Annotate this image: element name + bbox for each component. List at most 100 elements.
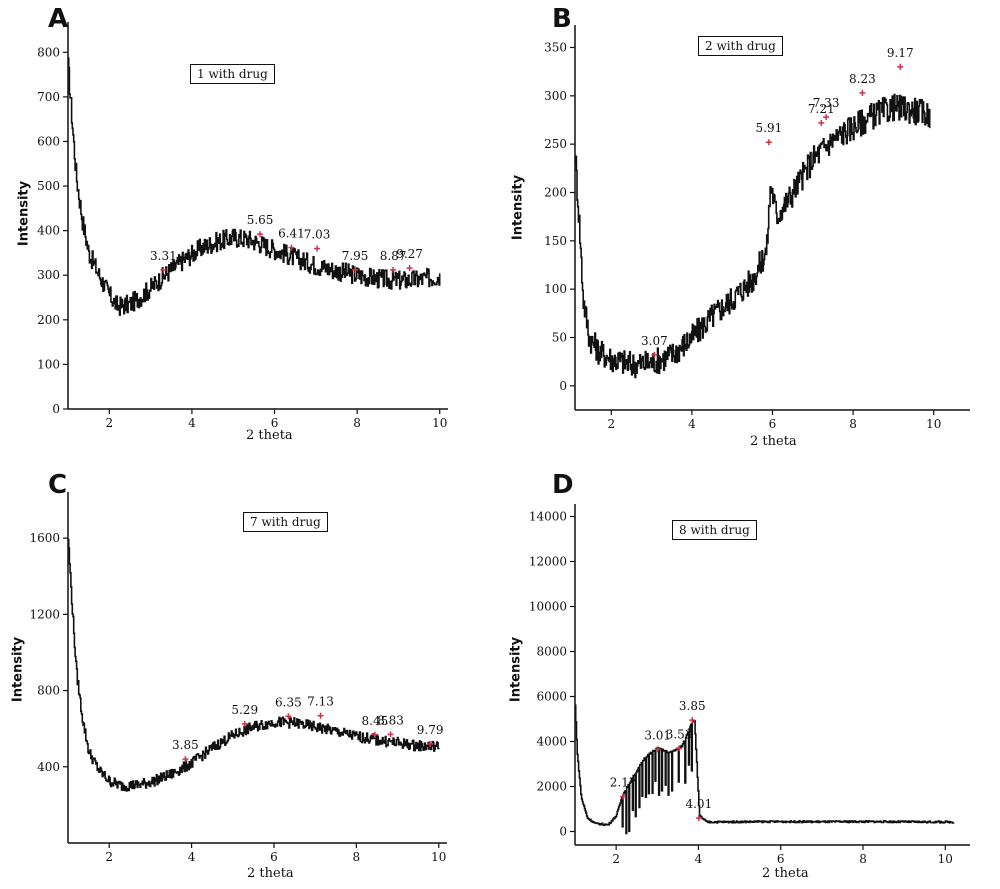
peak-label: 7.33 bbox=[813, 96, 840, 110]
peak-label: 3.85 bbox=[679, 699, 706, 713]
peak-label: 3.07 bbox=[641, 334, 668, 348]
data-trace bbox=[574, 93, 931, 379]
peak-label: 3.85 bbox=[172, 738, 199, 752]
y-tick-label: 250 bbox=[544, 137, 567, 151]
y-axis-title: Intensity bbox=[508, 636, 524, 703]
peak-label: 6.41 bbox=[278, 227, 305, 241]
data-trace bbox=[67, 538, 440, 792]
panel-a: A 2 4 6 8 10 0 100 200 300 400 500 600 700 800 3.31 5.6… bbox=[0, 0, 500, 450]
xrd-plot: 2 4 6 8 100501001502002503003503.075.917.217… bbox=[544, 25, 970, 431]
y-tick-label: 1600 bbox=[29, 531, 60, 545]
panel-letter: B bbox=[552, 4, 572, 34]
y-tick-label: 600 bbox=[37, 134, 60, 148]
panel-c: C 2 4 6 8 10 400 800 1200 1600 3.85 5.29 6.35 7.13 8.… bbox=[0, 450, 500, 889]
x-tick-label: 6 bbox=[777, 852, 785, 866]
y-tick-label: 500 bbox=[37, 179, 60, 193]
peak-label: 5.65 bbox=[247, 213, 274, 227]
y-tick-label: 10000 bbox=[529, 600, 567, 614]
x-tick-label: 6 bbox=[271, 416, 279, 430]
y-tick-label: 100 bbox=[544, 282, 567, 296]
xrd-plot: 2 4 6 8 10 400 800 1200 1600 3.85 5.29 6.35 7.13 8.45… bbox=[29, 492, 447, 864]
x-tick-label: 4 bbox=[188, 416, 196, 430]
peak-label: 8.87 bbox=[380, 249, 407, 263]
y-tick-label: 0 bbox=[559, 825, 567, 839]
y-tick-label: 12000 bbox=[529, 555, 567, 569]
peak-label: 6.35 bbox=[275, 695, 302, 709]
panel-letter: C bbox=[48, 470, 68, 500]
peak-label: 5.91 bbox=[756, 121, 783, 135]
peak-label: 9.79 bbox=[417, 723, 444, 737]
x-tick-label: 8 bbox=[353, 850, 361, 864]
y-tick-label: 0 bbox=[559, 379, 567, 393]
x-axis-title: 2 theta bbox=[246, 428, 293, 443]
y-axis-title: Intensity bbox=[10, 636, 26, 703]
y-tick-label: 300 bbox=[544, 89, 567, 103]
peak-label: 2.17 bbox=[610, 776, 637, 790]
y-tick-label: 14000 bbox=[529, 510, 567, 524]
peak-label: 4.01 bbox=[685, 797, 712, 811]
y-tick-label: 800 bbox=[37, 45, 60, 59]
y-tick-label: 6000 bbox=[536, 690, 567, 704]
y-tick-label: 2000 bbox=[536, 780, 567, 794]
peak-label: 8.83 bbox=[377, 713, 404, 727]
series-label: 2 with drug bbox=[698, 36, 783, 56]
x-tick-label: 4 bbox=[695, 852, 703, 866]
peak-label: 5.29 bbox=[231, 703, 258, 717]
y-tick-label: 300 bbox=[37, 268, 60, 282]
xrd-plot: 2 4 6 8 1001002003004005006007008003.315.656… bbox=[37, 22, 448, 430]
x-tick-label: 4 bbox=[688, 417, 696, 431]
y-tick-label: 1200 bbox=[29, 607, 60, 621]
series-label: 7 with drug bbox=[243, 512, 328, 532]
y-tick-label: 0 bbox=[52, 402, 60, 416]
panel-d: D 2 4 6 8 10 0 2000 4000 6000 8000 10000 12000 14000… bbox=[500, 450, 1000, 889]
x-tick-label: 6 bbox=[769, 417, 777, 431]
peak-label: 8.45 bbox=[362, 714, 389, 728]
x-axis-title: 2 theta bbox=[762, 866, 809, 881]
peak-label: 8.23 bbox=[849, 72, 876, 86]
data-trace bbox=[574, 704, 955, 835]
y-tick-label: 800 bbox=[37, 684, 60, 698]
peak-label: 9.17 bbox=[887, 46, 914, 60]
x-tick-label: 2 bbox=[105, 850, 113, 864]
y-tick-label: 700 bbox=[37, 90, 60, 104]
peak-label: 7.21 bbox=[808, 102, 835, 116]
y-tick-label: 4000 bbox=[536, 735, 567, 749]
x-tick-label: 2 bbox=[105, 416, 113, 430]
x-tick-label: 8 bbox=[849, 417, 857, 431]
peak-label: 7.95 bbox=[342, 249, 369, 263]
series-label: 1 with drug bbox=[190, 64, 275, 84]
panel-b: B 2 4 6 8 10 0 50 100 150 200 250 300 350 3.07 5.91 7.2… bbox=[500, 0, 1000, 450]
x-tick-label: 10 bbox=[432, 416, 447, 430]
x-axis-title: 2 theta bbox=[750, 434, 797, 449]
x-tick-label: 8 bbox=[859, 852, 867, 866]
peak-label: 3.01 bbox=[644, 728, 671, 742]
y-tick-label: 200 bbox=[37, 313, 60, 327]
y-axis-title: Intensity bbox=[510, 174, 526, 241]
x-tick-label: 4 bbox=[188, 850, 196, 864]
y-tick-label: 50 bbox=[552, 331, 567, 345]
x-tick-label: 6 bbox=[270, 850, 278, 864]
xrd-plot: 2 4 6 8 10 0 2000 4000 6000 8000 10000 12000 14000 2.… bbox=[529, 504, 970, 866]
panel-letter: D bbox=[552, 470, 574, 500]
x-tick-label: 2 bbox=[612, 852, 620, 866]
x-tick-label: 10 bbox=[926, 417, 941, 431]
peak-label: 7.13 bbox=[307, 695, 334, 709]
data-trace bbox=[67, 57, 441, 316]
y-tick-label: 150 bbox=[544, 234, 567, 248]
series-label: 8 with drug bbox=[672, 520, 757, 540]
x-tick-label: 2 bbox=[607, 417, 615, 431]
peak-label: 7.03 bbox=[304, 227, 331, 241]
y-tick-label: 400 bbox=[37, 224, 60, 238]
y-tick-label: 100 bbox=[37, 357, 60, 371]
y-tick-label: 200 bbox=[544, 186, 567, 200]
x-tick-label: 10 bbox=[431, 850, 446, 864]
x-axis-title: 2 theta bbox=[247, 866, 294, 881]
y-axis-title: Intensity bbox=[16, 180, 32, 247]
peak-label: 9.27 bbox=[396, 247, 423, 261]
y-tick-label: 350 bbox=[544, 41, 567, 55]
peak-label: 3.53 bbox=[666, 727, 693, 741]
panel-letter: A bbox=[48, 4, 69, 34]
peak-label: 3.31 bbox=[150, 249, 177, 263]
x-tick-label: 8 bbox=[353, 416, 361, 430]
y-tick-label: 8000 bbox=[536, 645, 567, 659]
